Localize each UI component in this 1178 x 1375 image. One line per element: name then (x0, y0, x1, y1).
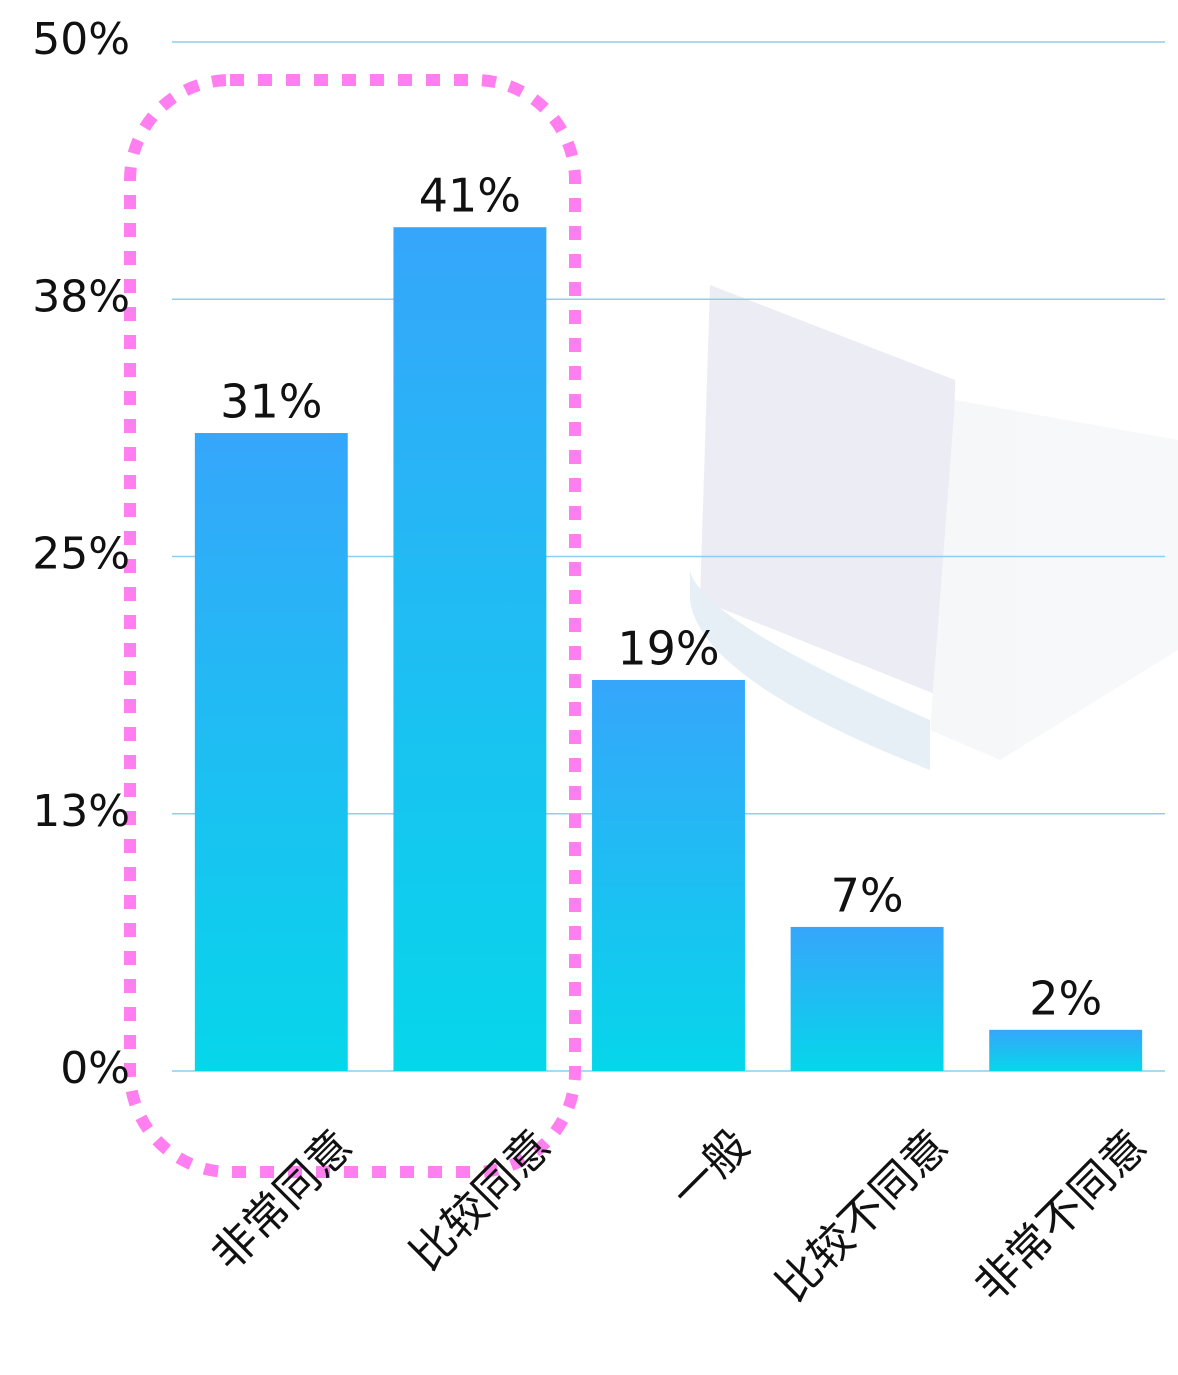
x-tick-label: 比较同意 (401, 1120, 562, 1281)
highlight-box (124, 74, 581, 1178)
value-label: 41% (419, 169, 521, 223)
value-label: 19% (617, 621, 719, 675)
bar (194, 433, 348, 1071)
value-label: 31% (220, 375, 322, 429)
y-tick-label: 38% (32, 271, 130, 322)
bar (393, 227, 547, 1072)
y-tick-label: 25% (32, 529, 130, 580)
y-tick-label: 13% (32, 786, 130, 837)
bar (989, 1029, 1143, 1071)
y-tick-label: 50% (32, 14, 130, 65)
x-tick-label: 非常不同意 (965, 1120, 1157, 1312)
value-label: 7% (831, 868, 904, 922)
y-tick-label: 0% (60, 1043, 130, 1094)
bar (790, 926, 944, 1071)
x-tick-label: 非常同意 (202, 1120, 363, 1281)
x-tick-label: 比较不同意 (767, 1120, 959, 1312)
bar (592, 679, 745, 1071)
value-label: 2% (1029, 971, 1102, 1025)
background-decoration (690, 285, 1178, 770)
x-tick-label: 一般 (661, 1120, 759, 1218)
